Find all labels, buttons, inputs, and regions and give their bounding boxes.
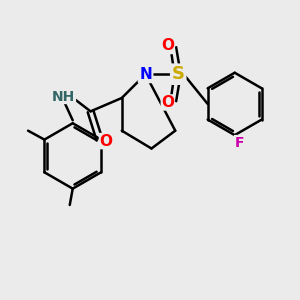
Text: NH: NH (52, 89, 75, 103)
Text: O: O (100, 134, 112, 148)
Text: F: F (234, 136, 244, 150)
Text: O: O (161, 38, 174, 53)
Text: N: N (139, 67, 152, 82)
Text: S: S (172, 65, 185, 83)
Text: O: O (161, 95, 174, 110)
